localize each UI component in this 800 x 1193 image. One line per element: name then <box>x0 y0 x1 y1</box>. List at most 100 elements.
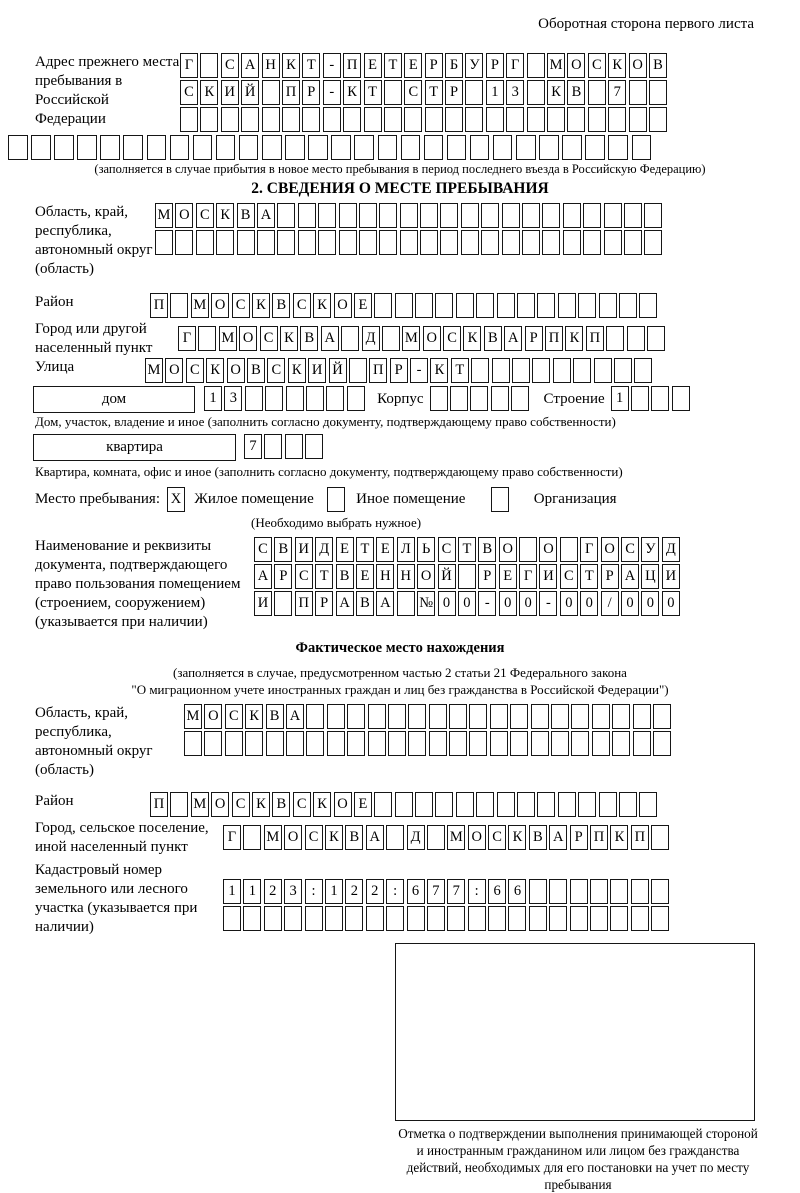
char-cell[interactable]: Д <box>361 325 380 351</box>
char-cell[interactable]: Й <box>328 358 347 383</box>
char-cell[interactable]: Й <box>437 564 456 589</box>
char-cell[interactable]: В <box>567 80 586 105</box>
char-cell[interactable] <box>377 135 397 160</box>
char-cell[interactable] <box>449 386 468 411</box>
char-cell[interactable]: 6 <box>406 879 425 904</box>
char-cell[interactable] <box>671 386 690 411</box>
char-cell[interactable]: О <box>204 704 223 729</box>
char-cell[interactable] <box>591 731 610 756</box>
char-cell[interactable]: : <box>467 879 486 904</box>
char-cell[interactable]: 0 <box>519 591 538 616</box>
char-cell[interactable]: Е <box>353 792 372 817</box>
char-cell[interactable]: - <box>322 53 341 78</box>
char-cell[interactable] <box>528 906 547 931</box>
char-cell[interactable] <box>526 53 545 78</box>
char-cell[interactable]: К <box>287 358 306 383</box>
char-cell[interactable]: 7 <box>608 80 627 105</box>
char-cell[interactable]: А <box>549 824 568 850</box>
char-cell[interactable] <box>460 203 479 228</box>
char-cell[interactable]: Н <box>261 53 280 78</box>
char-cell[interactable] <box>571 704 590 729</box>
char-cell[interactable]: X <box>167 487 185 512</box>
char-cell[interactable]: Р <box>445 80 464 105</box>
stroenie-row[interactable]: 1 <box>610 386 693 411</box>
char-cell[interactable]: 1 <box>324 879 343 904</box>
char-cell[interactable] <box>569 879 588 904</box>
char-cell[interactable] <box>590 906 609 931</box>
char-cell[interactable]: П <box>585 325 604 351</box>
char-cell[interactable] <box>496 293 515 318</box>
char-cell[interactable] <box>338 203 357 228</box>
char-cell[interactable] <box>569 906 588 931</box>
char-cell[interactable]: В <box>478 537 497 562</box>
char-cell[interactable]: В <box>355 591 374 616</box>
char-cell[interactable]: У <box>465 53 484 78</box>
char-cell[interactable] <box>551 704 570 729</box>
char-cell[interactable] <box>400 135 421 160</box>
char-cell[interactable] <box>399 203 418 228</box>
char-cell[interactable] <box>639 293 658 318</box>
char-cell[interactable]: М <box>145 358 163 383</box>
char-cell[interactable]: К <box>251 293 270 318</box>
char-cell[interactable]: В <box>272 792 291 817</box>
char-cell[interactable]: С <box>294 564 313 589</box>
apartment-type-box[interactable]: квартира <box>33 434 236 461</box>
char-cell[interactable] <box>347 731 366 756</box>
char-cell[interactable] <box>610 879 629 904</box>
char-cell[interactable]: П <box>150 792 168 817</box>
char-cell[interactable]: А <box>365 824 384 850</box>
char-cell[interactable] <box>277 230 296 255</box>
char-cell[interactable] <box>354 135 374 160</box>
char-cell[interactable] <box>517 792 536 817</box>
apartment-row[interactable]: 7 <box>244 434 326 459</box>
char-cell[interactable] <box>491 487 510 512</box>
char-cell[interactable] <box>428 704 447 729</box>
char-cell[interactable]: Г <box>519 564 538 589</box>
char-cell[interactable]: - <box>410 358 429 383</box>
char-cell[interactable]: П <box>630 824 649 850</box>
char-cell[interactable] <box>562 230 581 255</box>
char-cell[interactable] <box>215 135 236 160</box>
char-cell[interactable] <box>598 792 617 817</box>
char-cell[interactable]: А <box>256 203 275 228</box>
char-cell[interactable] <box>630 879 649 904</box>
char-cell[interactable] <box>386 824 405 850</box>
char-cell[interactable]: О <box>467 824 486 850</box>
char-cell[interactable]: К <box>324 824 343 850</box>
char-cell[interactable] <box>198 325 217 351</box>
char-cell[interactable] <box>481 203 500 228</box>
char-cell[interactable]: 1 <box>610 386 629 411</box>
char-cell[interactable] <box>379 230 398 255</box>
char-cell[interactable]: - <box>539 591 558 616</box>
char-cell[interactable] <box>284 906 303 931</box>
char-cell[interactable] <box>651 386 670 411</box>
char-cell[interactable] <box>446 135 467 160</box>
char-cell[interactable] <box>440 230 459 255</box>
char-cell[interactable]: 1 <box>223 879 241 904</box>
char-cell[interactable]: Т <box>315 564 334 589</box>
char-cell[interactable] <box>345 906 364 931</box>
char-cell[interactable]: П <box>294 591 313 616</box>
char-cell[interactable] <box>583 230 602 255</box>
char-cell[interactable] <box>31 135 51 160</box>
char-cell[interactable] <box>632 731 651 756</box>
char-cell[interactable]: И <box>254 591 272 616</box>
char-cell[interactable]: 6 <box>488 879 507 904</box>
char-cell[interactable]: А <box>241 53 260 78</box>
char-cell[interactable] <box>343 107 362 132</box>
char-cell[interactable] <box>603 203 622 228</box>
char-cell[interactable] <box>511 386 530 411</box>
char-cell[interactable] <box>593 358 612 383</box>
char-cell[interactable] <box>559 537 578 562</box>
char-cell[interactable]: 7 <box>426 879 445 904</box>
char-cell[interactable] <box>358 203 377 228</box>
char-cell[interactable] <box>426 824 445 850</box>
char-cell[interactable] <box>526 107 545 132</box>
char-cell[interactable] <box>306 704 325 729</box>
checkbox-residential[interactable]: X <box>167 487 187 512</box>
char-cell[interactable] <box>539 135 559 160</box>
char-cell[interactable]: У <box>641 537 660 562</box>
char-cell[interactable]: В <box>274 537 293 562</box>
